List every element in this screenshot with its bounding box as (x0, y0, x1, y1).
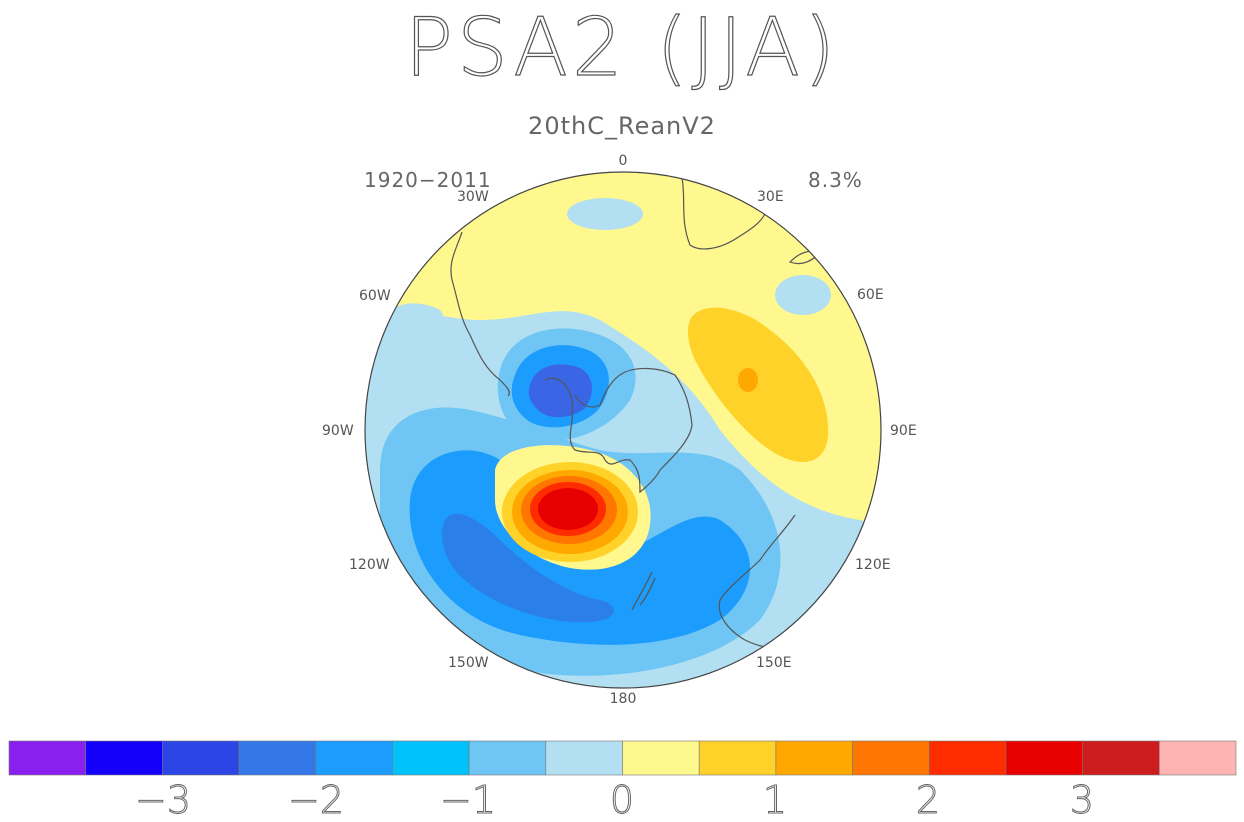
lon-label-30e: 30E (757, 189, 784, 205)
coast-antarctica (544, 367, 693, 494)
colorbar-swatch-11 (852, 740, 930, 776)
lon-label-120e: 120E (855, 557, 891, 573)
colorbar-swatch-3 (238, 740, 317, 776)
coast-south-america (450, 231, 510, 397)
variance-label: 8.3% (808, 168, 863, 192)
positive-center-east-core (738, 368, 758, 392)
lon-label-90w: 90W (322, 423, 354, 439)
colorbar-swatch-14 (1082, 740, 1160, 776)
colorbar-tick-neg1: −1 (439, 778, 497, 822)
positive-center-west-darkred (538, 488, 598, 530)
colorbar-tick-3: 3 (1069, 778, 1095, 822)
colorbar-tick-neg3: −3 (134, 778, 192, 822)
lon-label-30w: 30W (457, 189, 489, 205)
colorbar-tick-2: 2 (915, 778, 941, 822)
colorbar-swatch-15 (1159, 740, 1237, 776)
colorbar-swatch-4 (315, 740, 393, 776)
negative-anomaly-strong-band (442, 513, 614, 623)
colorbar-swatch-6 (468, 740, 547, 776)
colorbar-tick-1: 1 (762, 778, 788, 822)
colorbar-tick-0: 0 (609, 778, 635, 822)
lon-label-180: 180 (610, 691, 637, 707)
contour-field (365, 172, 881, 688)
negative-patch-west (380, 303, 443, 339)
colorbar-swatch-8 (622, 740, 700, 776)
colorbar-swatch-0 (8, 740, 86, 776)
map-boundary-circle (364, 171, 882, 689)
negative-center-strong (528, 364, 592, 418)
coast-new-zealand (631, 571, 656, 611)
lon-label-150e: 150E (756, 655, 792, 671)
lon-label-60w: 60W (359, 288, 391, 304)
period-label: 1920−2011 (364, 168, 492, 192)
colorbar-swatch-9 (698, 740, 777, 776)
colorbar-swatch-10 (775, 740, 853, 776)
map-title: PSA2 (JJA) (404, 0, 840, 94)
colorbar-swatch-2 (162, 740, 240, 776)
colorbar-swatch-12 (928, 740, 1007, 776)
dataset-subtitle: 20thC_ReanV2 (528, 112, 716, 140)
lon-label-150w: 150W (448, 655, 489, 671)
lon-label-90e: 90E (890, 423, 917, 439)
positive-center-east-outer (687, 307, 829, 462)
lon-label-0: 0 (619, 153, 628, 169)
colorbar (8, 740, 1237, 776)
colorbar-swatch-7 (545, 740, 623, 776)
negative-patch-north (567, 198, 643, 230)
negative-patch-northeast (775, 275, 831, 315)
colorbar-swatch-13 (1005, 740, 1083, 776)
lon-label-120w: 120W (349, 557, 390, 573)
lon-label-60e: 60E (857, 287, 884, 303)
colorbar-swatch-5 (392, 740, 470, 776)
colorbar-tick-neg2: −2 (287, 778, 345, 822)
coast-africa (681, 177, 769, 250)
colorbar-swatch-1 (85, 740, 163, 776)
